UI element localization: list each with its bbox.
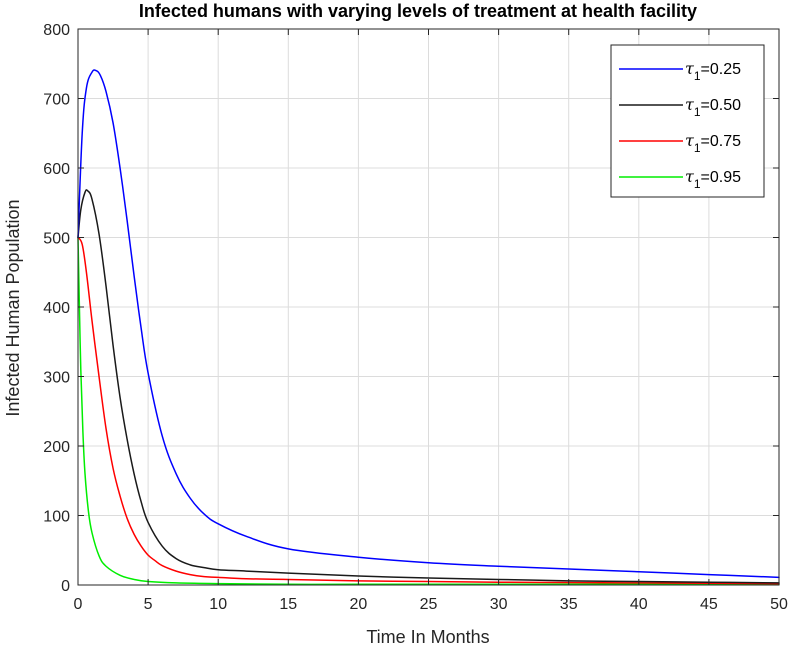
x-tick-label: 5: [144, 596, 153, 613]
x-tick-label: 35: [560, 596, 578, 613]
chart-title: Infected humans with varying levels of t…: [139, 1, 697, 21]
series-line-2: [77, 236, 780, 585]
y-tick-label: 200: [43, 439, 70, 456]
legend-label: τ1=0.25: [685, 59, 741, 83]
y-tick-label: 600: [43, 161, 70, 178]
x-tick-label: 25: [420, 596, 438, 613]
legend-label: τ1=0.75: [685, 131, 741, 155]
y-tick-label: 700: [43, 92, 70, 109]
x-tick-label: 10: [209, 596, 227, 613]
series-layer: [77, 69, 780, 586]
x-axis-label: Time In Months: [366, 627, 489, 647]
legend-label: τ1=0.95: [685, 167, 741, 191]
x-tick-label: 20: [350, 596, 368, 613]
y-tick-label: 0: [61, 578, 70, 595]
x-tick-label: 15: [279, 596, 297, 613]
axis-ticks: 0 5 10 15 20 25 30 35 40 45 5001002003004005006007…: [43, 22, 788, 613]
legend: τ1=0.25 τ1=0.50 τ1=0.75 τ1=0.95: [610, 44, 765, 198]
x-tick-label: 0: [74, 596, 83, 613]
y-axis-label: Infected Human Population: [3, 199, 23, 416]
y-tick-label: 100: [43, 509, 70, 526]
x-tick-label: 45: [700, 596, 718, 613]
y-tick-label: 800: [43, 22, 70, 39]
y-tick-label: 400: [43, 300, 70, 317]
legend-box: [610, 44, 765, 198]
legend-label: τ1=0.50: [685, 95, 741, 119]
x-tick-label: 40: [630, 596, 648, 613]
series-line-3: [77, 236, 780, 586]
y-tick-label: 300: [43, 370, 70, 387]
series-line-0: [77, 69, 780, 579]
x-tick-label: 50: [770, 596, 788, 613]
x-tick-label: 30: [490, 596, 508, 613]
y-tick-label: 500: [43, 231, 70, 248]
